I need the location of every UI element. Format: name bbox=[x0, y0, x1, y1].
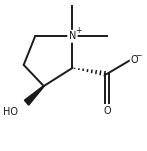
Text: O: O bbox=[103, 106, 111, 116]
Text: HO: HO bbox=[3, 107, 18, 117]
Text: −: − bbox=[135, 51, 141, 60]
Text: +: + bbox=[76, 26, 82, 35]
Polygon shape bbox=[24, 86, 44, 105]
Text: N: N bbox=[69, 31, 76, 41]
Text: O: O bbox=[131, 55, 138, 65]
